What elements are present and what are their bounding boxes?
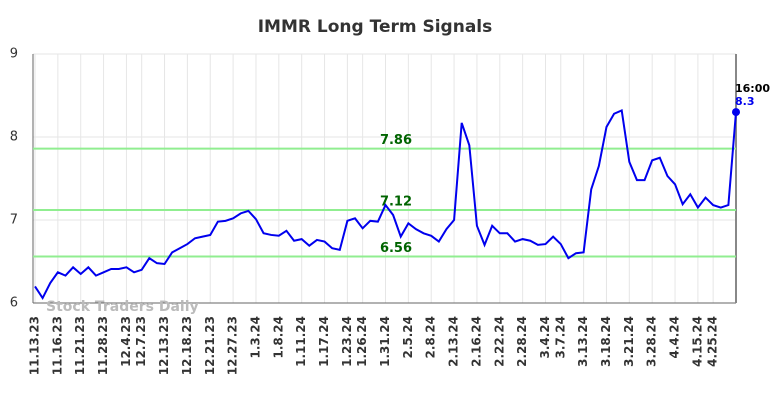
x-tick-label: 3.4.24 bbox=[538, 316, 552, 359]
x-tick-label: 1.11.24 bbox=[294, 316, 308, 367]
x-tick-label: 3.21.24 bbox=[622, 316, 636, 367]
x-tick-label: 12.13.23 bbox=[157, 316, 171, 375]
y-tick-label: 7 bbox=[10, 213, 18, 228]
x-tick-label: 12.7.23 bbox=[134, 316, 148, 367]
x-tick-label: 4.4.24 bbox=[668, 316, 682, 359]
reference-label: 6.56 bbox=[380, 241, 412, 256]
x-tick-label: 2.5.24 bbox=[401, 316, 415, 359]
x-tick-label: 3.28.24 bbox=[645, 316, 659, 367]
y-tick-label: 6 bbox=[10, 296, 18, 311]
watermark: Stock Traders Daily bbox=[46, 299, 199, 315]
x-tick-label: 4.15.24 bbox=[690, 316, 704, 367]
x-tick-label: 12.4.23 bbox=[119, 316, 133, 367]
y-tick-label: 9 bbox=[10, 47, 18, 62]
x-tick-label: 2.28.24 bbox=[515, 316, 529, 367]
x-tick-label: 3.13.24 bbox=[576, 316, 590, 367]
x-tick-label: 1.8.24 bbox=[271, 316, 285, 359]
x-tick-label: 11.16.23 bbox=[50, 316, 64, 375]
x-tick-label: 3.7.24 bbox=[553, 316, 567, 359]
x-tick-label: 11.28.23 bbox=[96, 316, 110, 375]
last-point bbox=[732, 108, 740, 117]
x-tick-label: 1.26.24 bbox=[355, 316, 369, 367]
x-tick-label: 1.17.24 bbox=[317, 316, 331, 367]
x-tick-label: 12.27.23 bbox=[226, 316, 240, 375]
line bbox=[34, 109, 737, 301]
value-label: 8.3 bbox=[735, 95, 755, 108]
x-tick-label: 4.25.24 bbox=[706, 316, 720, 367]
annotation: 16:00 bbox=[735, 82, 770, 95]
x-tick-label: 1.3.24 bbox=[248, 316, 262, 359]
chart-title: IMMR Long Term Signals bbox=[258, 17, 493, 37]
x-tick-label: 12.18.23 bbox=[180, 316, 194, 375]
reference-label: 7.86 bbox=[380, 133, 412, 148]
x-tick-label: 11.21.23 bbox=[73, 316, 87, 375]
x-tick-label: 12.21.23 bbox=[203, 316, 217, 375]
x-tick-label: 11.13.23 bbox=[28, 316, 42, 375]
y-tick-label: 8 bbox=[10, 130, 18, 145]
x-tick-label: 1.31.24 bbox=[378, 316, 392, 367]
reference-label: 7.12 bbox=[380, 195, 412, 210]
x-tick-label: 1.23.24 bbox=[340, 316, 354, 367]
x-tick-label: 2.13.24 bbox=[447, 316, 461, 367]
x-tick-label: 2.16.24 bbox=[469, 316, 483, 367]
x-tick-label: 2.22.24 bbox=[492, 316, 506, 367]
x-tick-label: 3.18.24 bbox=[599, 316, 613, 367]
x-tick-label: 2.8.24 bbox=[424, 316, 438, 359]
